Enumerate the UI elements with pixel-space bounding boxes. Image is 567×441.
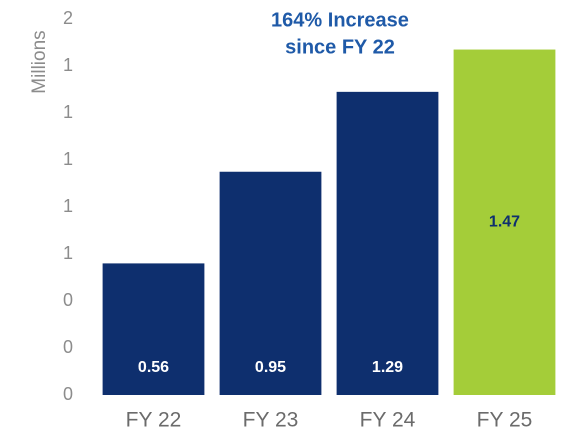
x-tick-label: FY 22 — [126, 409, 182, 432]
y-tick-label: 1 — [63, 196, 73, 216]
y-tick-label: 1 — [63, 55, 73, 75]
y-tick-label: 2 — [63, 8, 73, 28]
x-tick-label: FY 23 — [243, 409, 299, 432]
x-tick-label: FY 25 — [477, 409, 533, 432]
value-label: 1.47 — [489, 213, 520, 230]
value-label: 0.56 — [138, 359, 169, 376]
y-tick-label: 1 — [63, 102, 73, 122]
y-tick-label: 1 — [63, 149, 73, 169]
y-tick-label: 0 — [63, 290, 73, 310]
y-tick-label: 0 — [63, 337, 73, 357]
bar — [336, 91, 439, 395]
bar — [219, 171, 322, 395]
value-label: 0.95 — [255, 359, 286, 376]
y-tick-label: 1 — [63, 243, 73, 263]
value-label: 1.29 — [372, 359, 403, 376]
bar — [453, 49, 556, 396]
y-axis-label: Millions — [29, 30, 50, 93]
bar — [102, 263, 205, 395]
y-tick-label: 0 — [63, 384, 73, 404]
x-tick-label: FY 24 — [360, 409, 416, 432]
annotation: since FY 22 — [285, 36, 395, 58]
annotation: 164% Increase — [271, 9, 409, 31]
